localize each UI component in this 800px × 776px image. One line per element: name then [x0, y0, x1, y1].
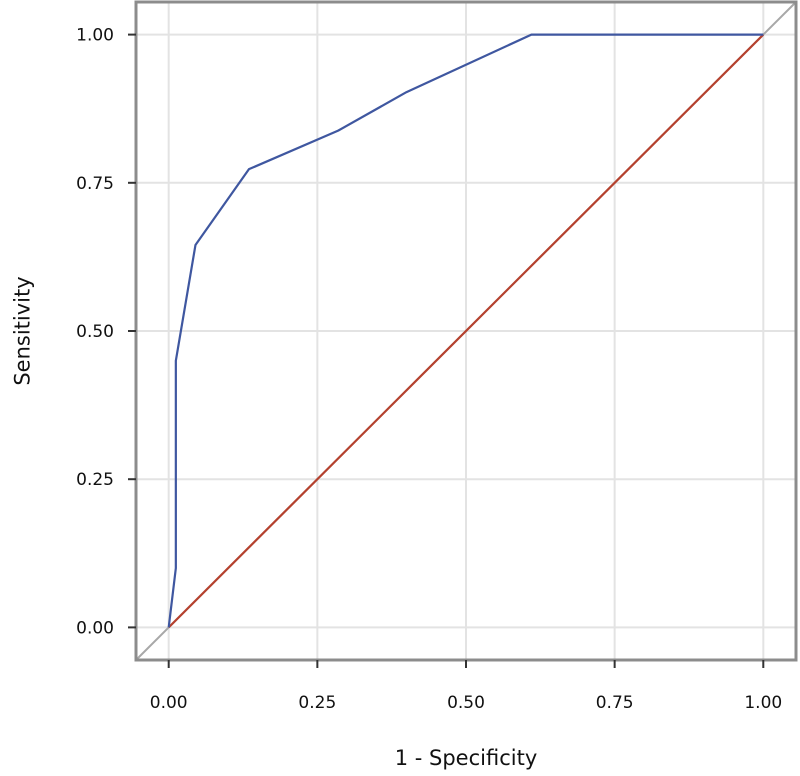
- chance-line: [167, 33, 765, 629]
- x-tick-label: 1.00: [744, 693, 782, 713]
- tick-labels: 0.00 0.25 0.50 0.75 1.00 0.00 0.25 0.50 0.75 1.00: [76, 26, 782, 713]
- y-tick-label: 0.00: [76, 618, 114, 638]
- x-tick-label: 0.00: [150, 693, 188, 713]
- x-tick-label: 0.75: [596, 693, 634, 713]
- y-tick-label: 0.75: [76, 174, 114, 194]
- x-axis-title: 1 - Specificity: [395, 746, 538, 770]
- x-tick-label: 0.25: [298, 693, 336, 713]
- tick-marks: [128, 33, 765, 668]
- y-tick-label: 0.50: [76, 322, 114, 342]
- plot-lines: [135, 1, 797, 661]
- roc-curve-line: [167, 33, 764, 628]
- x-tick-label: 0.50: [447, 693, 485, 713]
- y-tick-label: 1.00: [76, 26, 114, 46]
- y-axis-title: Sensitivity: [10, 276, 34, 385]
- y-tick-label: 0.25: [76, 470, 114, 490]
